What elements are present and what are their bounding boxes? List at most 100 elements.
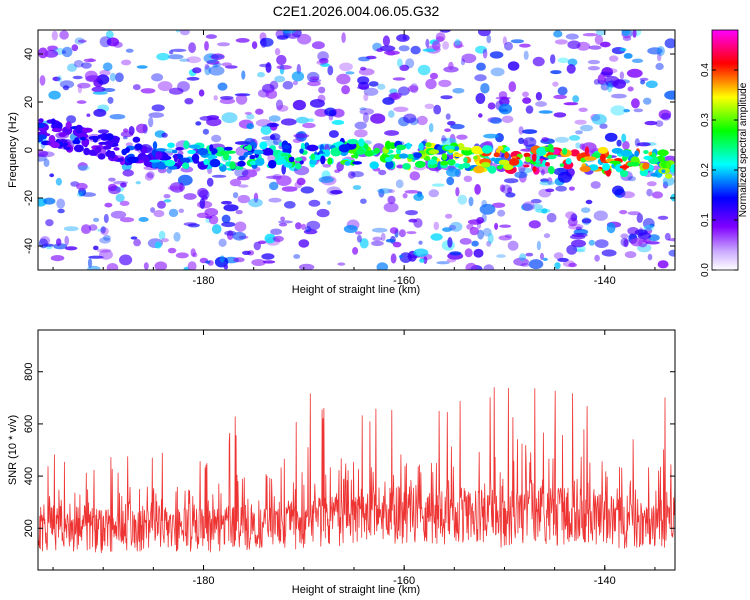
noise-blob bbox=[195, 121, 202, 126]
noise-blob bbox=[507, 187, 513, 194]
noise-blob bbox=[158, 230, 166, 240]
noise-blob bbox=[370, 113, 386, 124]
ridge-blob bbox=[562, 147, 568, 155]
noise-blob bbox=[97, 129, 110, 134]
ridge-blob bbox=[600, 153, 606, 163]
noise-blob bbox=[57, 208, 65, 214]
noise-blob bbox=[507, 61, 520, 71]
noise-blob bbox=[204, 41, 209, 51]
noise-blob bbox=[522, 137, 537, 147]
ridge-blob bbox=[448, 149, 454, 154]
noise-blob bbox=[390, 92, 402, 100]
noise-blob bbox=[108, 177, 116, 182]
noise-blob bbox=[442, 227, 452, 232]
ridge-blob bbox=[105, 133, 114, 141]
noise-blob bbox=[272, 235, 284, 242]
noise-blob bbox=[568, 262, 577, 268]
noise-blob bbox=[594, 254, 600, 262]
noise-blob bbox=[49, 173, 55, 178]
noise-blob bbox=[307, 118, 315, 122]
noise-blob bbox=[423, 256, 428, 264]
noise-blob bbox=[39, 151, 55, 158]
noise-blob bbox=[479, 203, 496, 215]
noise-blob bbox=[553, 94, 567, 100]
noise-blob bbox=[156, 52, 170, 61]
spectrogram-xtick-label: -180 bbox=[193, 275, 215, 287]
noise-blob bbox=[72, 75, 83, 80]
noise-blob bbox=[376, 262, 389, 270]
noise-blob bbox=[519, 43, 531, 48]
noise-blob bbox=[502, 36, 507, 46]
noise-blob bbox=[604, 132, 618, 142]
noise-blob bbox=[371, 227, 388, 233]
noise-blob bbox=[624, 251, 637, 259]
noise-blob bbox=[309, 99, 325, 108]
noise-blob bbox=[528, 220, 541, 229]
ridge-blob bbox=[504, 146, 510, 152]
ridge-blob bbox=[288, 156, 295, 163]
noise-blob bbox=[636, 142, 651, 147]
ridge-blob bbox=[132, 136, 141, 143]
noise-blob bbox=[143, 262, 149, 270]
noise-blob bbox=[471, 240, 479, 247]
noise-blob bbox=[655, 62, 664, 71]
noise-blob bbox=[98, 249, 113, 260]
spectrogram-ytick-label: 40 bbox=[23, 48, 35, 60]
noise-blob bbox=[359, 108, 375, 115]
noise-blob bbox=[406, 231, 417, 235]
noise-blob bbox=[535, 101, 547, 107]
noise-blob bbox=[645, 241, 660, 245]
noise-blob bbox=[662, 176, 675, 187]
ridge-blob bbox=[50, 141, 60, 149]
noise-blob bbox=[413, 193, 424, 201]
noise-blob bbox=[163, 199, 172, 203]
noise-blob bbox=[298, 239, 310, 248]
noise-blob bbox=[567, 40, 581, 49]
noise-blob bbox=[326, 186, 342, 196]
snr-xlabel: Height of straight line (km) bbox=[292, 584, 420, 596]
spectrogram-ytick-label: -40 bbox=[23, 238, 35, 254]
noise-blob bbox=[151, 104, 165, 112]
noise-blob bbox=[568, 186, 575, 191]
noise-blob bbox=[631, 98, 640, 109]
spectrogram-ticks: -180 -160 -140 -40 -20 0 20 40 bbox=[23, 30, 675, 287]
noise-blob bbox=[390, 253, 397, 264]
noise-blob bbox=[341, 85, 350, 95]
noise-blob bbox=[525, 252, 534, 257]
noise-blob bbox=[260, 38, 267, 48]
noise-blob bbox=[532, 56, 545, 67]
noise-blob bbox=[88, 224, 98, 231]
noise-blob bbox=[449, 221, 463, 232]
noise-blob bbox=[474, 74, 487, 82]
noise-blob bbox=[210, 53, 225, 60]
noise-blob bbox=[104, 202, 113, 208]
noise-blob bbox=[122, 169, 134, 177]
noise-blob bbox=[179, 30, 190, 36]
ridge-blob bbox=[523, 164, 530, 168]
snr-panel: -180 -160 -140 200 400 600 800 Height of strai… bbox=[7, 329, 676, 596]
ridge-blob bbox=[268, 159, 277, 169]
ridge-blob bbox=[369, 161, 379, 170]
spectrogram-xtick-label: -160 bbox=[393, 275, 415, 287]
ridge-blob bbox=[444, 145, 455, 151]
noise-blob bbox=[668, 249, 675, 257]
noise-blob bbox=[498, 91, 508, 99]
noise-blob bbox=[205, 34, 217, 39]
ridge-blob bbox=[168, 165, 178, 170]
ridge-blob bbox=[48, 135, 56, 143]
ridge-blob bbox=[155, 150, 163, 160]
noise-blob bbox=[627, 176, 636, 182]
noise-blob bbox=[44, 49, 59, 58]
noise-blob bbox=[50, 255, 65, 262]
noise-blob bbox=[206, 115, 220, 120]
noise-blob bbox=[566, 64, 576, 74]
ridge-blob bbox=[602, 163, 610, 171]
noise-blob bbox=[109, 72, 116, 82]
noise-blob bbox=[197, 187, 209, 198]
noise-blob bbox=[396, 164, 405, 169]
noise-blob bbox=[501, 115, 514, 124]
ridge-blob bbox=[358, 138, 365, 147]
snr-ticks: -180 -160 -140 200 400 600 800 bbox=[23, 330, 675, 587]
noise-blob bbox=[106, 263, 119, 270]
noise-blob bbox=[178, 208, 185, 213]
